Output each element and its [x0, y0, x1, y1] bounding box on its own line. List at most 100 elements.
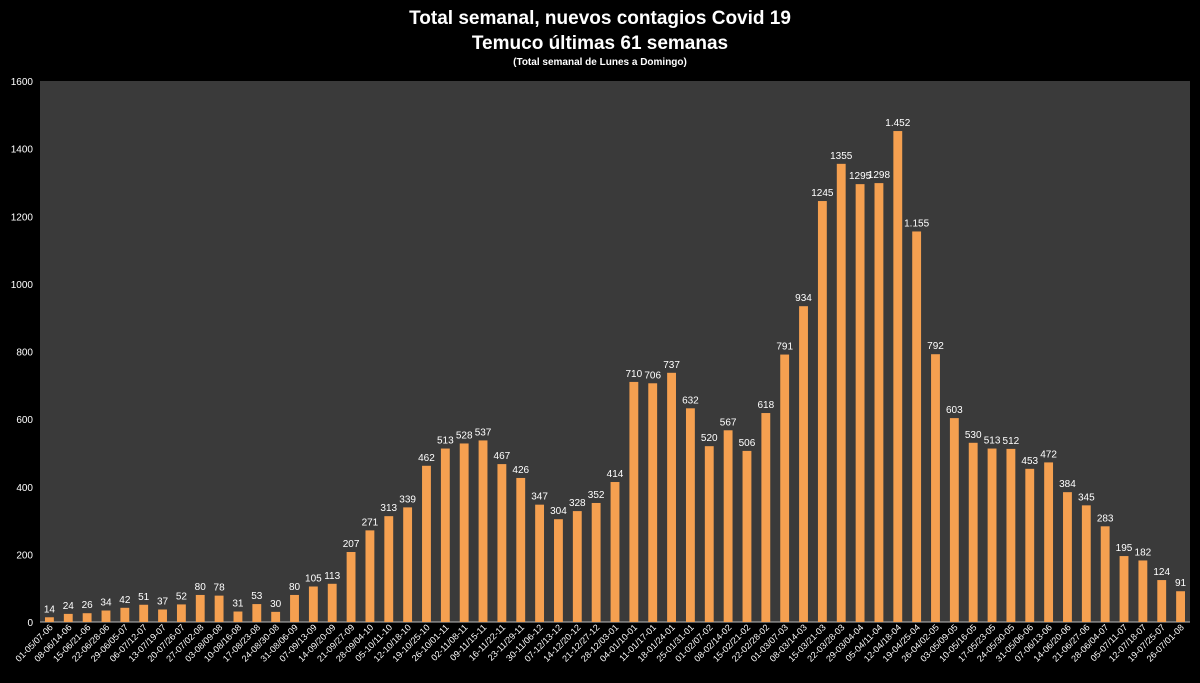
data-label: 513	[984, 436, 1001, 447]
bar	[817, 201, 827, 623]
bar	[516, 477, 526, 622]
y-tick-label: 1400	[11, 145, 34, 156]
bar	[346, 552, 356, 622]
y-tick-label: 0	[27, 618, 33, 629]
bar	[327, 583, 337, 622]
chart-subtitle: Temuco últimas 61 semanas	[471, 33, 729, 54]
data-label: 207	[343, 539, 360, 550]
data-label: 339	[399, 494, 416, 505]
data-label: 91	[1175, 578, 1187, 589]
y-tick-label: 1600	[11, 77, 34, 88]
data-label: 24	[63, 601, 75, 612]
y-tick-label: 800	[16, 348, 33, 359]
bar	[384, 516, 394, 622]
data-label: 506	[739, 438, 756, 449]
bar	[742, 450, 752, 622]
data-label: 304	[550, 506, 567, 517]
data-label: 80	[289, 582, 301, 593]
data-label: 462	[418, 453, 435, 464]
bar	[572, 511, 582, 622]
data-label: 1.452	[885, 118, 910, 129]
data-label: 52	[176, 591, 188, 602]
data-label: 105	[305, 573, 322, 584]
data-label: 80	[195, 582, 207, 593]
bar	[214, 595, 224, 622]
bar	[478, 440, 488, 622]
data-label: 472	[1040, 449, 1057, 460]
data-label: 345	[1078, 492, 1095, 503]
bar	[912, 231, 922, 622]
data-label: 530	[965, 430, 982, 441]
bar	[1081, 505, 1091, 622]
data-label: 42	[119, 595, 131, 606]
data-label: 124	[1153, 567, 1170, 578]
data-label: 467	[494, 451, 511, 462]
bar	[308, 586, 318, 622]
bar	[120, 607, 130, 622]
bar	[780, 354, 790, 622]
bar	[365, 530, 375, 622]
bar	[1157, 580, 1167, 622]
data-label: 14	[44, 604, 56, 615]
bar	[610, 482, 620, 622]
bar	[799, 306, 808, 622]
bar	[931, 354, 940, 622]
bar	[685, 408, 695, 622]
bar	[1063, 492, 1072, 622]
y-tick-label: 600	[16, 415, 33, 426]
bar	[667, 372, 676, 622]
data-label: 603	[946, 405, 963, 416]
bar	[874, 183, 884, 622]
data-label: 737	[663, 360, 680, 371]
data-label: 1298	[868, 170, 891, 181]
bar	[459, 443, 469, 622]
bar	[591, 502, 601, 622]
data-label: 195	[1116, 543, 1133, 554]
data-label: 78	[214, 583, 226, 594]
data-label: 113	[324, 571, 340, 582]
bar	[158, 609, 167, 622]
data-label: 283	[1097, 513, 1114, 524]
data-label: 1.155	[904, 218, 929, 229]
data-label: 271	[362, 517, 379, 528]
bar	[403, 507, 413, 622]
data-label: 53	[251, 591, 263, 602]
bar	[1044, 462, 1054, 622]
bar	[893, 131, 903, 623]
bar	[440, 448, 450, 622]
data-label: 313	[380, 503, 397, 514]
data-label: 352	[588, 490, 605, 501]
data-label: 512	[1003, 436, 1020, 447]
bar	[44, 617, 54, 622]
y-tick-label: 400	[16, 483, 33, 494]
bar	[139, 604, 149, 622]
data-label: 26	[82, 600, 94, 611]
bar	[195, 594, 205, 622]
data-label: 384	[1059, 479, 1076, 490]
bar	[252, 604, 262, 622]
data-label: 934	[795, 293, 812, 304]
bar	[949, 418, 959, 622]
data-label: 618	[757, 400, 774, 411]
bar	[761, 413, 771, 622]
chart-note: (Total semanal de Lunes a Domingo)	[513, 57, 687, 68]
data-label: 706	[644, 370, 661, 381]
data-label: 453	[1021, 456, 1038, 467]
bar	[233, 611, 243, 622]
data-label: 182	[1135, 547, 1152, 558]
bar	[987, 448, 997, 622]
bar	[1119, 556, 1129, 622]
chart-title: Total semanal, nuevos contagios Covid 19	[409, 8, 791, 29]
data-label: 30	[270, 599, 282, 610]
data-label: 528	[456, 430, 473, 441]
bar	[176, 604, 186, 622]
y-tick-label: 1000	[11, 280, 34, 291]
bar	[648, 383, 658, 622]
bar	[723, 430, 733, 622]
data-label: 34	[100, 598, 112, 609]
bar	[422, 465, 431, 622]
data-label: 710	[626, 369, 643, 380]
bar	[968, 442, 978, 622]
data-label: 567	[720, 417, 737, 428]
